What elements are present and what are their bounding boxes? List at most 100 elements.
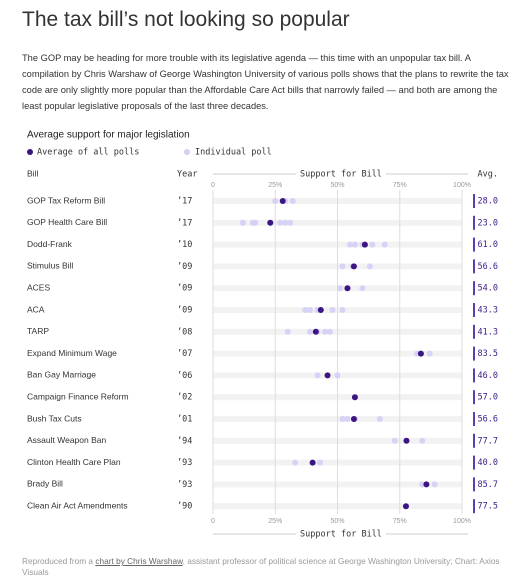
- chart-title: Average support for major legislation: [27, 130, 190, 141]
- year-label: ’93: [177, 458, 192, 468]
- avg-dot: [417, 350, 424, 357]
- x-tick-label: 100%: [453, 518, 471, 525]
- avg-bar: [473, 324, 475, 339]
- year-label: ’01: [177, 415, 192, 425]
- poll-dot: [307, 307, 314, 313]
- poll-dot: [239, 219, 246, 226]
- year-label: ’08: [177, 327, 192, 337]
- footer-text: , assistant professor of political scien…: [22, 556, 500, 577]
- poll-dot: [302, 307, 309, 313]
- year-label: ’09: [177, 262, 192, 272]
- year-label: ’94: [177, 436, 192, 446]
- avg-label: 23.0: [478, 218, 498, 228]
- avg-dot: [351, 394, 358, 401]
- footer: Reproduced from a chart by Chris Warshaw…: [22, 556, 512, 578]
- poll-dot: [426, 350, 433, 357]
- avg-label: 85.7: [478, 480, 498, 490]
- avg-dot: [350, 416, 357, 422]
- poll-dot: [277, 219, 284, 226]
- year-label: ’02: [177, 393, 192, 403]
- poll-dot: [366, 263, 373, 270]
- bill-label: Bush Tax Cuts: [27, 413, 82, 423]
- legend-label: Individual poll: [195, 148, 272, 158]
- avg-label: 56.6: [478, 415, 498, 425]
- poll-dot: [334, 372, 341, 379]
- avg-bar: [473, 390, 475, 405]
- poll-dot: [381, 241, 388, 248]
- avg-label: 61.0: [478, 240, 498, 250]
- avg-bar: [473, 259, 475, 274]
- poll-dot: [336, 285, 343, 292]
- poll-dot: [272, 198, 279, 204]
- bill-label: Clean Air Act Amendments: [27, 500, 128, 510]
- avg-dot: [423, 481, 430, 488]
- bill-label: Campaign Finance Reform: [27, 391, 129, 401]
- avg-dot: [324, 372, 331, 379]
- avg-label: 57.0: [478, 393, 498, 403]
- year-label: ’90: [177, 502, 192, 512]
- poll-dot: [346, 241, 353, 248]
- year-label: ’09: [177, 306, 192, 316]
- x-axis-label: Support for Bill: [300, 530, 382, 540]
- poll-dot: [339, 307, 346, 313]
- col-support: Support for Bill: [300, 170, 382, 180]
- x-tick-label: 100%: [453, 182, 471, 189]
- avg-bar: [473, 194, 475, 208]
- poll-dot: [351, 241, 358, 248]
- year-label: ’10: [177, 240, 192, 250]
- footer-text: Reproduced from a: [22, 556, 96, 566]
- bill-label: Stimulus Bill: [27, 261, 73, 271]
- bill-label: Ban Gay Marriage: [27, 370, 96, 380]
- poll-dot: [329, 307, 336, 313]
- legend-swatch: [184, 149, 190, 155]
- poll-dot: [282, 219, 289, 226]
- poll-dot: [391, 437, 398, 444]
- chart: Average support for major legislation Bi…: [27, 130, 498, 540]
- col-avg: Avg.: [478, 170, 498, 180]
- avg-bar: [473, 412, 475, 426]
- x-tick-label: 0: [211, 182, 215, 189]
- avg-dot: [344, 285, 351, 292]
- poll-dot: [317, 459, 324, 466]
- poll-dot: [419, 481, 426, 488]
- avg-bar: [473, 455, 475, 470]
- bill-label: ACES: [27, 282, 50, 292]
- x-tick-label: 50%: [330, 182, 344, 189]
- avg-dot: [317, 307, 324, 313]
- poll-dot: [369, 241, 376, 248]
- avg-bar: [473, 368, 475, 383]
- page-title: The tax bill’s not looking so popular: [22, 8, 350, 31]
- legend-swatch: [27, 149, 33, 155]
- col-year: Year: [177, 170, 197, 180]
- poll-dot: [322, 328, 329, 335]
- avg-bar: [473, 281, 475, 296]
- x-tick-label: 0: [211, 518, 215, 525]
- poll-dot: [327, 328, 334, 335]
- poll-dot: [287, 219, 294, 226]
- bill-label: Clinton Health Care Plan: [27, 457, 121, 467]
- avg-bar: [473, 346, 475, 361]
- avg-bar: [473, 215, 475, 230]
- year-label: ’06: [177, 371, 192, 381]
- footer-link[interactable]: chart by Chris Warshaw: [95, 556, 183, 566]
- bill-label: ACA: [27, 304, 45, 314]
- bill-label: Assault Weapon Ban: [27, 435, 106, 445]
- avg-label: 83.5: [478, 349, 498, 359]
- avg-label: 77.7: [478, 436, 498, 446]
- avg-dot: [402, 503, 409, 510]
- bill-label: TARP: [27, 326, 49, 336]
- avg-bar: [473, 303, 475, 317]
- x-tick-label: 50%: [330, 518, 344, 525]
- avg-label: 77.5: [478, 502, 498, 512]
- avg-label: 46.0: [478, 371, 498, 381]
- bill-label: GOP Health Care Bill: [27, 217, 107, 227]
- x-tick-label: 25%: [268, 518, 282, 525]
- avg-bar: [473, 477, 475, 492]
- poll-dot: [431, 481, 438, 488]
- poll-dot: [252, 219, 259, 226]
- poll-dot: [314, 372, 321, 379]
- avg-bar: [473, 499, 475, 514]
- x-tick-label: 75%: [393, 518, 407, 525]
- year-label: ’17: [177, 197, 192, 207]
